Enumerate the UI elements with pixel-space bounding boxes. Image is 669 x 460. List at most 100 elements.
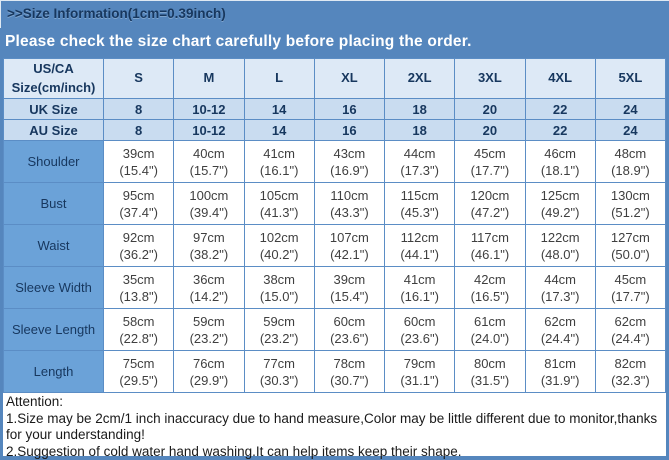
value-cm: 44cm xyxy=(544,271,577,287)
row-label: AU Size xyxy=(3,119,104,141)
value-cm: 45cm xyxy=(614,271,647,287)
row-label: Length xyxy=(3,350,104,393)
value-inch: (38.2") xyxy=(189,246,229,262)
value-inch: (23.2") xyxy=(189,330,229,346)
value-inch: (40.2") xyxy=(259,246,299,262)
measure-value-cell: 110cm (43.3") xyxy=(313,182,386,225)
size-value-cell: 16 xyxy=(313,98,386,120)
size-value-cell: 14 xyxy=(243,98,315,120)
size-value-cell: 24 xyxy=(594,119,667,141)
value-cm: 100cm xyxy=(189,187,229,203)
measure-value-cell: 41cm (16.1") xyxy=(383,266,456,309)
size-value-cell: 22 xyxy=(524,119,596,141)
measure-value-cell: 43cm (16.9") xyxy=(313,140,386,183)
value-inch: (43.3") xyxy=(330,204,369,220)
row-label: Bust xyxy=(3,182,104,225)
value-cm: 59cm xyxy=(192,313,225,329)
value-inch: (30.7") xyxy=(330,372,369,388)
measure-value-cell: 77cm (30.3") xyxy=(243,350,315,393)
value-cm: 48cm xyxy=(614,145,647,161)
column-header-size: S xyxy=(102,58,175,99)
measure-value-cell: 39cm (15.4") xyxy=(313,266,386,309)
size-value-cell: 10-12 xyxy=(173,98,245,120)
measure-value-cell: 60cm (23.6") xyxy=(383,308,456,351)
value-cm: 61cm xyxy=(473,313,506,329)
table-row: AU Size 8 10-12 14 16 18 20 22 24 xyxy=(3,119,667,141)
value-inch: (23.6") xyxy=(400,330,439,346)
attention-title: Attention: xyxy=(6,394,64,409)
measure-value-cell: 38cm (15.0") xyxy=(243,266,315,309)
value-cm: 78cm xyxy=(333,355,366,371)
measure-value-cell: 39cm (15.4") xyxy=(102,140,175,183)
value-cm: 117cm xyxy=(470,229,509,245)
value-inch: (29.5") xyxy=(119,372,158,388)
value-inch: (41.3") xyxy=(259,204,299,220)
size-table: US/CA Size(cm/inch) S M L XL 2XL 3XL 4XL 5XL UK … xyxy=(3,58,667,393)
measure-value-cell: 45cm (17.7") xyxy=(454,140,526,183)
measure-value-cell: 122cm (48.0") xyxy=(524,224,596,267)
value-inch: (16.9") xyxy=(330,162,369,178)
size-value-cell: 22 xyxy=(524,98,596,120)
column-header-size: 2XL xyxy=(383,58,456,99)
value-inch: (31.1") xyxy=(400,372,439,388)
value-inch: (17.7") xyxy=(611,288,650,304)
value-cm: 58cm xyxy=(122,313,155,329)
measure-value-cell: 81cm (31.9") xyxy=(524,350,596,393)
size-table-wrap: US/CA Size(cm/inch) S M L XL 2XL 3XL 4XL 5XL UK … xyxy=(0,58,669,393)
value-cm: 62cm xyxy=(614,313,647,329)
header-row: US/CA Size(cm/inch) S M L XL 2XL 3XL 4XL 5XL xyxy=(3,58,667,99)
value-inch: (45.3") xyxy=(400,204,439,220)
value-inch: (14.2") xyxy=(189,288,229,304)
size-value-cell: 10-12 xyxy=(173,119,245,141)
value-inch: (22.8") xyxy=(119,330,158,346)
value-inch: (39.4") xyxy=(189,204,229,220)
value-cm: 97cm xyxy=(192,229,225,245)
value-cm: 59cm xyxy=(263,313,296,329)
value-cm: 95cm xyxy=(122,187,155,203)
table-row: Sleeve Width 35cm (13.8") 36cm (14.2") 38cm (1… xyxy=(3,266,667,309)
measure-value-cell: 59cm (23.2") xyxy=(173,308,245,351)
value-cm: 36cm xyxy=(192,271,225,287)
value-inch: (24.4") xyxy=(611,330,650,346)
measure-value-cell: 48cm (18.9") xyxy=(594,140,667,183)
value-cm: 80cm xyxy=(473,355,506,371)
value-inch: (15.0") xyxy=(259,288,299,304)
measure-value-cell: 117cm (46.1") xyxy=(454,224,526,267)
column-header-size: L xyxy=(243,58,315,99)
measure-value-cell: 42cm (16.5") xyxy=(454,266,526,309)
measure-value-cell: 78cm (30.7") xyxy=(313,350,386,393)
measure-value-cell: 45cm (17.7") xyxy=(594,266,667,309)
measure-value-cell: 130cm (51.2") xyxy=(594,182,667,225)
row-label: Waist xyxy=(3,224,104,267)
value-cm: 43cm xyxy=(333,145,366,161)
value-cm: 41cm xyxy=(403,271,436,287)
table-row: Waist 92cm (36.2") 97cm (38.2") 102cm (40.2") 1… xyxy=(3,224,667,267)
value-cm: 41cm xyxy=(263,145,296,161)
column-header-size: 5XL xyxy=(594,58,667,99)
value-cm: 120cm xyxy=(470,187,510,203)
value-cm: 105cm xyxy=(259,187,299,203)
measure-value-cell: 80cm (31.5") xyxy=(454,350,526,393)
value-cm: 46cm xyxy=(544,145,577,161)
value-inch: (49.2") xyxy=(540,204,580,220)
measure-value-cell: 92cm (36.2") xyxy=(102,224,175,267)
value-cm: 60cm xyxy=(333,313,366,329)
measure-value-cell: 61cm (24.0") xyxy=(454,308,526,351)
table-row: Length 75cm (29.5") 76cm (29.9") 77cm (30.3") 7… xyxy=(3,350,667,393)
measure-value-cell: 44cm (17.3") xyxy=(524,266,596,309)
row-label: Sleeve Length xyxy=(3,308,104,351)
value-inch: (15.4") xyxy=(330,288,369,304)
value-inch: (15.4") xyxy=(119,162,158,178)
value-inch: (44.1") xyxy=(400,246,439,262)
measure-value-cell: 79cm (31.1") xyxy=(383,350,456,393)
column-header-size: 3XL xyxy=(454,58,526,99)
table-row: Sleeve Length 58cm (22.8") 59cm (23.2") 59cm(… xyxy=(3,308,667,351)
measure-value-cell: 46cm (18.1") xyxy=(524,140,596,183)
value-inch: (42.1") xyxy=(330,246,369,262)
value-cm: 102cm xyxy=(259,229,299,245)
value-inch: (17.3") xyxy=(540,288,580,304)
value-inch: (15.7") xyxy=(189,162,229,178)
value-inch: (24.0") xyxy=(470,330,510,346)
measure-value-cell: 120cm (47.2") xyxy=(454,182,526,225)
attention-section: Attention: 1.Size may be 2cm/1 inch inac… xyxy=(3,393,666,459)
